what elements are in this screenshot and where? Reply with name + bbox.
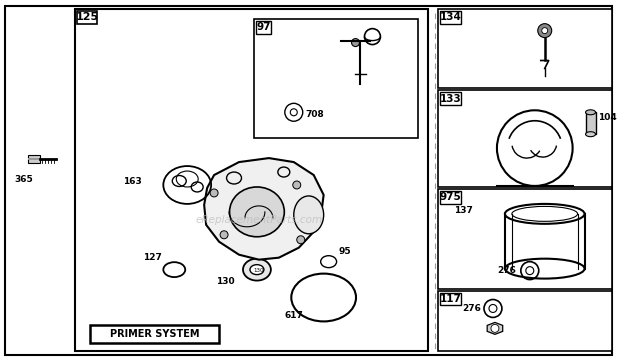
Circle shape: [297, 236, 305, 244]
Text: 130: 130: [254, 268, 264, 273]
Circle shape: [538, 24, 552, 38]
Ellipse shape: [243, 259, 271, 280]
Bar: [440, 92, 461, 105]
Text: 134: 134: [440, 12, 461, 22]
Ellipse shape: [250, 265, 264, 275]
Bar: [74, 9, 428, 351]
Text: 975: 975: [440, 192, 461, 203]
Text: 104: 104: [598, 113, 618, 122]
Circle shape: [491, 325, 499, 332]
Text: 130: 130: [216, 277, 235, 286]
Ellipse shape: [229, 187, 285, 237]
Bar: [440, 292, 461, 305]
Polygon shape: [204, 158, 324, 260]
Bar: [28, 155, 40, 163]
Bar: [440, 11, 461, 24]
Bar: [585, 112, 596, 134]
Text: 365: 365: [14, 175, 33, 184]
Text: 617: 617: [285, 311, 304, 320]
Polygon shape: [487, 322, 503, 334]
Bar: [438, 189, 613, 288]
Bar: [77, 11, 97, 24]
Bar: [438, 90, 613, 187]
Text: 97: 97: [256, 22, 271, 32]
Ellipse shape: [585, 132, 596, 137]
Circle shape: [352, 39, 360, 47]
Text: 133: 133: [440, 94, 461, 104]
Text: 117: 117: [440, 294, 461, 304]
Text: PRIMER SYSTEM: PRIMER SYSTEM: [110, 329, 199, 339]
Text: 163: 163: [123, 178, 142, 187]
Text: 127: 127: [143, 253, 162, 262]
Text: 137: 137: [454, 206, 473, 216]
Bar: [440, 191, 461, 204]
Bar: [438, 291, 613, 351]
Text: 125: 125: [75, 12, 99, 22]
Ellipse shape: [585, 110, 596, 115]
Text: 95: 95: [339, 247, 351, 256]
Text: 276: 276: [462, 304, 481, 313]
Text: 708: 708: [306, 110, 324, 119]
Bar: [438, 9, 613, 88]
Circle shape: [293, 181, 301, 189]
Text: 276: 276: [497, 266, 516, 275]
Bar: [28, 158, 40, 160]
Ellipse shape: [294, 196, 324, 234]
Circle shape: [542, 28, 547, 34]
Circle shape: [210, 189, 218, 197]
Text: eReplacementParts.com: eReplacementParts.com: [195, 215, 322, 225]
Bar: [256, 21, 271, 34]
Circle shape: [220, 231, 228, 239]
Bar: [90, 325, 219, 343]
Bar: [254, 19, 418, 138]
